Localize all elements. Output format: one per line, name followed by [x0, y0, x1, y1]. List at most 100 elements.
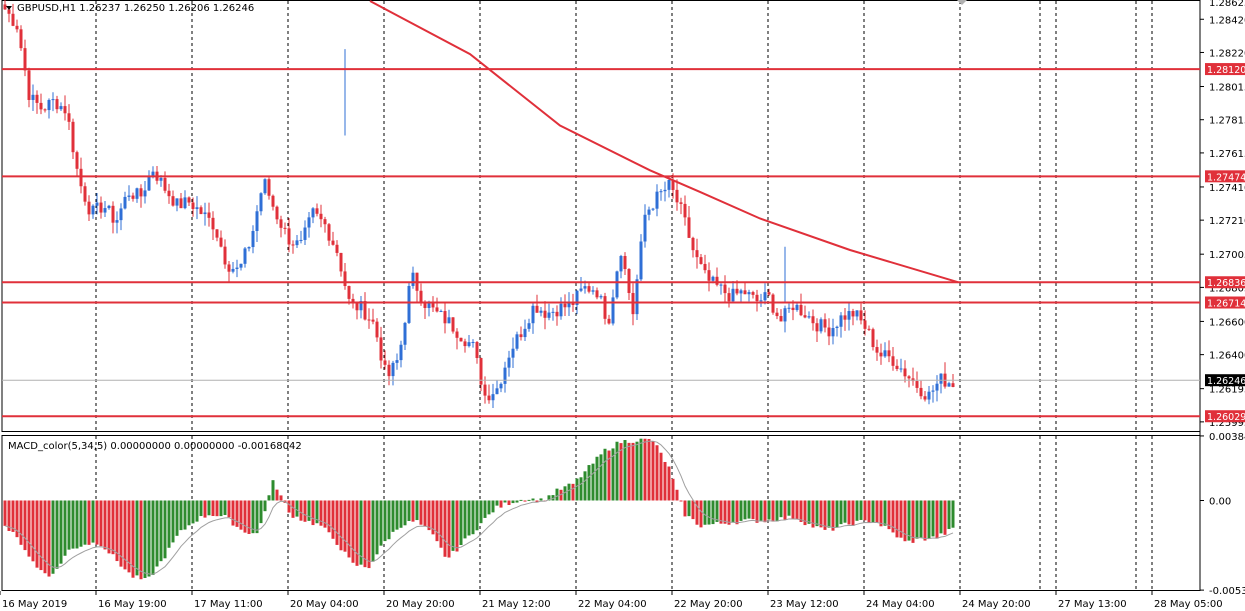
price-label: 1.26195 [1209, 385, 1245, 396]
time-label: 16 May 2019 [2, 599, 67, 610]
macd-bar [771, 500, 775, 522]
macd-bar [919, 500, 923, 538]
macd-bar [831, 500, 835, 531]
shift-marker-icon[interactable] [957, 0, 967, 5]
time-label: 20 May 04:00 [290, 599, 359, 610]
macd-bar [575, 478, 579, 501]
candle-body [503, 367, 507, 384]
macd-bar [615, 441, 619, 501]
candle-body [71, 121, 75, 153]
macd-bar [15, 500, 19, 538]
macd-bar [443, 500, 447, 557]
time-label: 24 May 04:00 [866, 599, 935, 610]
macd-bar [887, 500, 891, 530]
macd-bar [75, 500, 79, 549]
macd-bar [343, 500, 347, 552]
candle-body [595, 290, 599, 298]
candle-body [659, 191, 663, 193]
candle-body [79, 168, 83, 187]
candle-body [499, 383, 503, 389]
macd-axis: 0.003844 0.00 -0.005337 [1200, 432, 1245, 597]
candle-body [799, 304, 803, 316]
macd-bar [487, 500, 491, 515]
price-level-label: 1.26714 [1207, 298, 1245, 309]
macd-bar [319, 500, 323, 526]
candle-body [263, 179, 267, 194]
macd-bar [387, 500, 391, 540]
macd-bar [843, 500, 847, 523]
candle-body [135, 188, 139, 199]
candle-body [107, 205, 111, 209]
candle-body [523, 328, 527, 338]
candle-body [451, 317, 455, 332]
candle-body [259, 193, 263, 212]
macd-bar [755, 500, 759, 523]
candle-body [899, 368, 903, 370]
macd-bar [667, 466, 671, 501]
candle-body [611, 297, 615, 324]
macd-bar [791, 500, 795, 520]
candle-body [923, 396, 927, 400]
macd-bar [23, 500, 27, 551]
time-axis: 16 May 2019 16 May 19:00 17 May 11:00 20 Ma… [0, 591, 1223, 610]
candle-body [539, 310, 543, 313]
candle-body [395, 360, 399, 363]
macd-bar [671, 478, 675, 501]
macd-bar [931, 500, 935, 537]
candle-body [419, 290, 423, 304]
time-label: 24 May 20:00 [962, 599, 1031, 610]
macd-bar [867, 500, 871, 523]
candle-body [299, 239, 303, 241]
candle-body [927, 391, 931, 400]
macd-bar [499, 500, 503, 508]
candle-body [823, 319, 827, 328]
macd-bar [395, 500, 399, 530]
symbol-menu-triangle-icon[interactable] [6, 6, 12, 10]
candle-body [895, 365, 899, 369]
macd-title: MACD_color(5,34,5) 0.00000000 0.00000000… [8, 441, 302, 452]
candle-body [587, 286, 591, 292]
price-level-tag [1205, 63, 1245, 76]
macd-bar [519, 499, 523, 501]
macd-bar [911, 500, 915, 543]
macd-bar [191, 500, 195, 524]
macd-bar [403, 500, 407, 526]
macd-bar [391, 500, 395, 532]
candle-body [179, 198, 183, 209]
price-label: 1.27410 [1209, 183, 1245, 194]
candle-body [271, 195, 275, 207]
macd-bar [951, 500, 955, 528]
candle-body [423, 303, 427, 308]
macd-bar [155, 500, 159, 567]
candle-body [903, 368, 907, 377]
candle-body [815, 323, 819, 332]
price-label: 1.26600 [1209, 317, 1245, 328]
macd-bar [747, 500, 751, 519]
candle-body [627, 269, 631, 294]
macd-bar [839, 500, 843, 525]
macd-bar [39, 500, 43, 571]
macd-bar [607, 450, 611, 501]
macd-bar [531, 498, 535, 501]
candle-body [675, 189, 679, 203]
macd-bar [427, 500, 431, 531]
candle-body [315, 208, 319, 214]
macd-bar [567, 483, 571, 501]
candle-body [131, 195, 135, 199]
macd-bar [35, 500, 39, 568]
macd-bar [803, 500, 807, 526]
macd-bar [879, 500, 883, 527]
macd-bar [451, 500, 455, 551]
current-price-label: 1.26246 [1207, 376, 1245, 387]
macd-bar [323, 500, 327, 528]
candle-body [287, 228, 291, 245]
candle-body [607, 318, 611, 324]
macd-bar [351, 500, 355, 563]
macd-bar [491, 500, 495, 513]
macd-bar [751, 500, 755, 520]
candle-body [623, 255, 627, 270]
candle-body [839, 315, 843, 327]
candle-body [671, 179, 675, 190]
macd-bar [375, 500, 379, 555]
